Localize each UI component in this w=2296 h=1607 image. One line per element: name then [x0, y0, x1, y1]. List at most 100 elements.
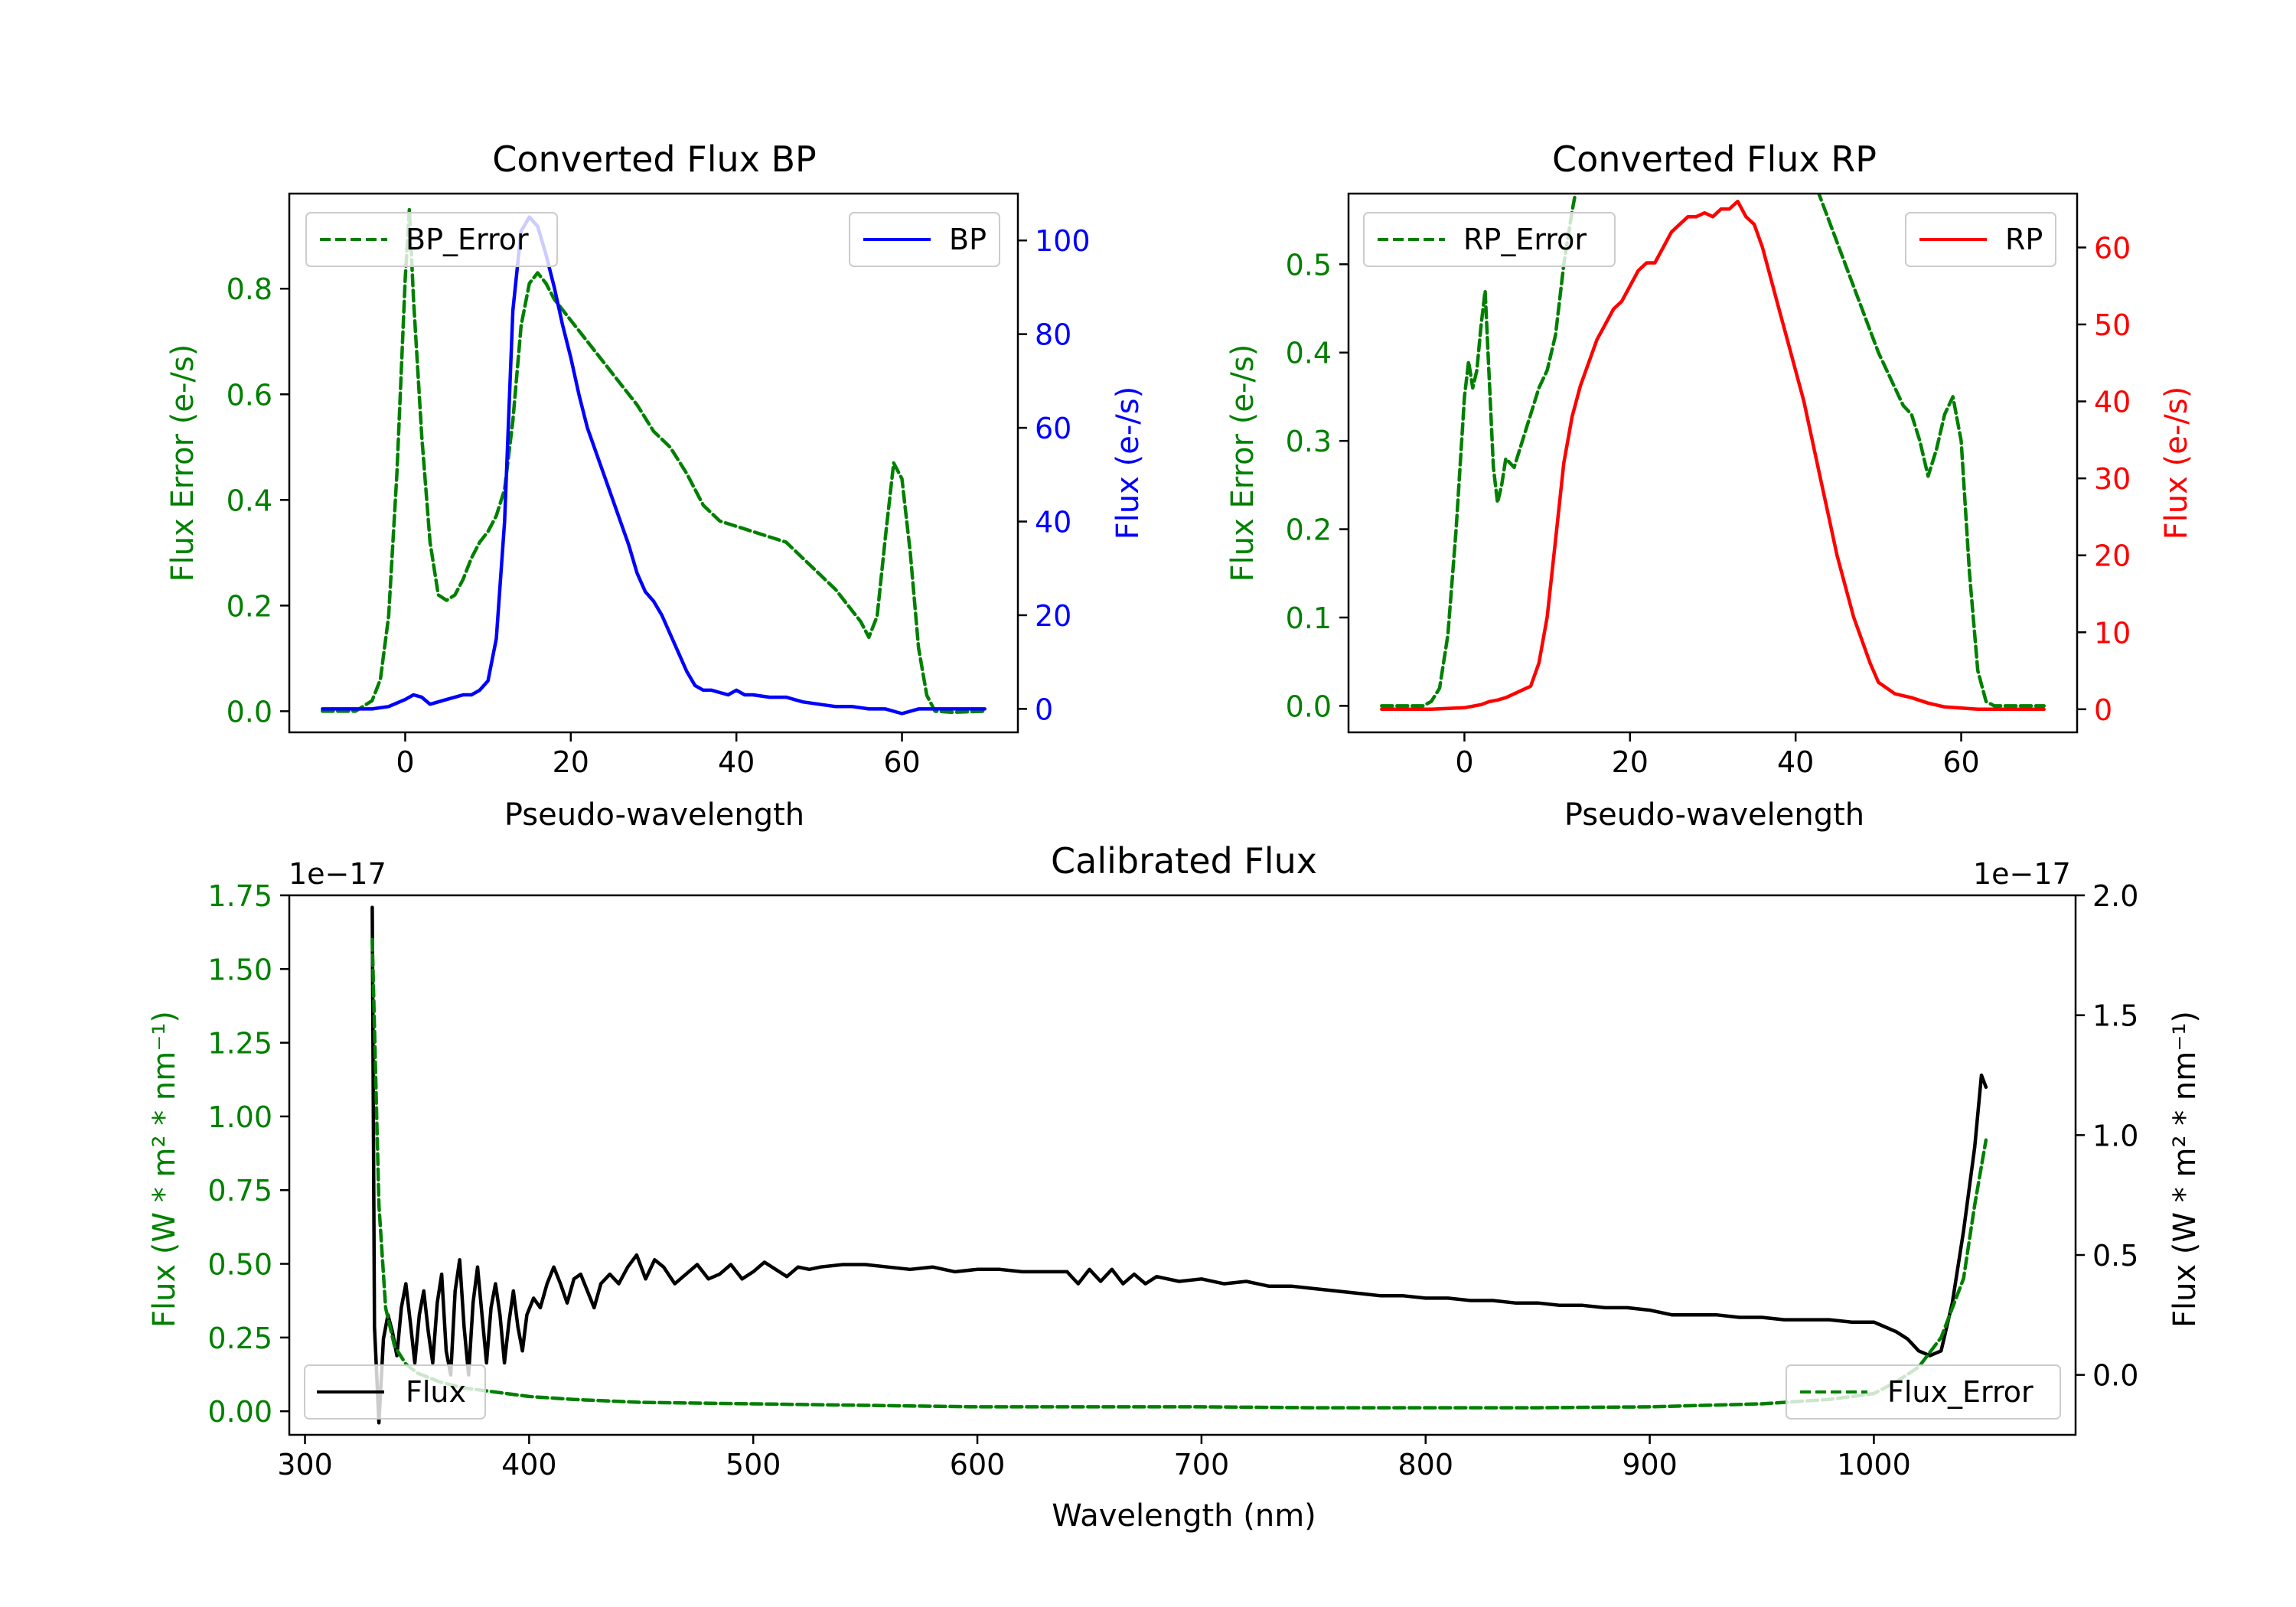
- y-tick-label-left: 0.8: [227, 272, 272, 306]
- y-tick-label-right: 40: [2094, 386, 2131, 419]
- y-tick-label-right: 0: [1035, 693, 1053, 726]
- legend-right: BP: [849, 212, 1000, 267]
- series-group: [321, 207, 987, 715]
- y-tick-label-left: 0.25: [207, 1322, 272, 1355]
- y-tick-label-right: 0.5: [2092, 1239, 2138, 1273]
- y-tick-label-left: 1.50: [207, 953, 272, 986]
- y-tick-label-right: 50: [2094, 308, 2131, 342]
- y-tick-label-right: 20: [1035, 599, 1071, 633]
- chart-rp: Converted Flux RP 0 20 40 60 0.00.10.20.30.…: [1225, 139, 2194, 833]
- y-tick-label-right: 0: [2094, 693, 2112, 727]
- chart-bp: Converted Flux BP 0 20 40 60 0.00.20.40.60.…: [165, 139, 1146, 833]
- y-axis-label-right: Flux (e-/s): [2159, 386, 2194, 539]
- chart-title: Converted Flux RP: [1552, 139, 1877, 180]
- chart-title: Calibrated Flux: [1051, 840, 1317, 882]
- x-tick-label: 60: [1942, 745, 1979, 779]
- series-line-rp: [1380, 199, 2046, 712]
- y-tick-label-right: 60: [1035, 412, 1071, 445]
- y-tick-label-left: 0.4: [227, 484, 272, 517]
- x-tick-label: 700: [1174, 1448, 1230, 1482]
- y-ticks-right: 0.0 0.5 1.0 1.5 2.0: [2076, 879, 2138, 1393]
- x-tick-label: 600: [950, 1448, 1006, 1482]
- x-ticks: 0 20 40 60: [396, 732, 921, 779]
- y-tick-label-left: 0.50: [207, 1248, 272, 1282]
- legend-label: Flux_Error: [1887, 1375, 2033, 1409]
- x-axis-label: Pseudo-wavelength: [504, 797, 804, 833]
- x-axis-label: Wavelength (nm): [1052, 1498, 1316, 1534]
- offset-text-left: 1e−17: [289, 857, 386, 891]
- y-tick-label-right: 1.0: [2092, 1119, 2138, 1152]
- legend-left: Flux: [304, 1364, 486, 1420]
- x-tick-label: 40: [718, 745, 755, 779]
- x-ticks: 0 20 40 60: [1455, 732, 1980, 779]
- x-tick-label: 40: [1777, 745, 1814, 779]
- y-axis-label-left: Flux Error (e-/s): [165, 344, 201, 582]
- y-ticks-left: 0.0 0.1 0.2 0.3 0.4 0.5: [1286, 248, 1349, 723]
- y-tick-label-right: 10: [2094, 616, 2131, 650]
- y-tick-label-right: 0.0: [2092, 1359, 2138, 1393]
- series-line-bp: [321, 215, 987, 715]
- x-tick-label: 400: [501, 1448, 557, 1482]
- y-tick-label-right: 80: [1035, 318, 1071, 352]
- x-tick-label: 60: [883, 745, 920, 779]
- series-line-bp-error: [321, 207, 987, 715]
- legend-label: RP_Error: [1463, 223, 1587, 256]
- y-tick-label-left: 0.75: [207, 1174, 272, 1208]
- y-tick-label-right: 100: [1035, 224, 1091, 258]
- y-tick-label-left: 0.0: [227, 695, 272, 729]
- y-tick-label-right: 2.0: [2092, 879, 2138, 913]
- y-axis-label-right: Flux (e-/s): [1110, 386, 1146, 539]
- y-tick-label-left: 0.5: [1286, 248, 1332, 282]
- series-line-flux: [370, 905, 1988, 1425]
- y-tick-label-left: 0.1: [1286, 601, 1332, 635]
- legend-label: BP: [949, 223, 987, 256]
- chart-calibrated: Calibrated Flux 300 400 500 600 700 800 900 100…: [147, 840, 2203, 1534]
- y-tick-label-left: 0.00: [207, 1395, 272, 1429]
- x-tick-label: 1000: [1837, 1448, 1911, 1482]
- axes-frame: [288, 894, 2077, 1436]
- y-tick-label-left: 1.25: [207, 1027, 272, 1061]
- axes-frame: [1347, 192, 2079, 734]
- x-tick-label: 300: [277, 1448, 333, 1482]
- x-tick-label: 900: [1622, 1448, 1678, 1482]
- y-tick-label-left: 0.2: [1286, 513, 1332, 547]
- legend-label: RP: [2005, 223, 2043, 256]
- y-axis-label-left: Flux (W * m² * nm⁻¹): [147, 1011, 182, 1328]
- y-tick-label-right: 40: [1035, 506, 1071, 539]
- y-tick-label-right: 60: [2094, 231, 2131, 265]
- y-tick-label-right: 1.5: [2092, 999, 2138, 1033]
- y-tick-label-left: 0.2: [227, 589, 272, 623]
- x-tick-label: 800: [1397, 1448, 1453, 1482]
- y-ticks-right: 0 20 40 60 80 100: [1018, 224, 1091, 726]
- x-tick-label: 500: [726, 1448, 781, 1482]
- y-ticks-right: 0 10 20 30 40 50 60: [2077, 231, 2131, 727]
- legend-left: RP_Error: [1363, 212, 1616, 267]
- x-tick-label: 0: [1455, 745, 1473, 779]
- y-ticks-left: 0.00 0.25 0.50 0.75 1.00 1.25 1.50 1.75: [207, 879, 289, 1429]
- legend-label: BP_Error: [406, 223, 529, 256]
- series-group: [1380, 194, 2046, 712]
- y-axis-label-left: Flux Error (e-/s): [1225, 344, 1261, 582]
- y-tick-label-left: 0.3: [1286, 425, 1332, 458]
- x-axis-label: Pseudo-wavelength: [1564, 797, 1864, 833]
- chart-title: Converted Flux BP: [492, 139, 817, 180]
- x-tick-label: 0: [396, 745, 414, 779]
- series-line-rp-error: [1380, 194, 2046, 708]
- offset-text-right: 1e−17: [1973, 857, 2071, 891]
- x-ticks: 300 400 500 600 700 800 900 1000: [277, 1435, 1911, 1482]
- x-tick-label: 20: [1612, 745, 1649, 779]
- y-tick-label-left: 1.75: [207, 879, 272, 913]
- legend-left: BP_Error: [305, 212, 558, 267]
- legend-label: Flux: [406, 1375, 466, 1409]
- y-tick-label-left: 0.0: [1286, 689, 1332, 723]
- y-axis-label-right: Flux (W * m² * nm⁻¹): [2167, 1011, 2203, 1328]
- y-ticks-left: 0.0 0.2 0.4 0.6 0.8: [227, 272, 289, 729]
- y-tick-label-right: 30: [2094, 462, 2131, 496]
- legend-right: Flux_Error: [1786, 1364, 2061, 1420]
- x-tick-label: 20: [553, 745, 589, 779]
- legend-right: RP: [1905, 212, 2056, 267]
- y-tick-label-right: 20: [2094, 539, 2131, 573]
- y-tick-label-left: 0.4: [1286, 337, 1332, 370]
- axes-frame: [288, 192, 1019, 734]
